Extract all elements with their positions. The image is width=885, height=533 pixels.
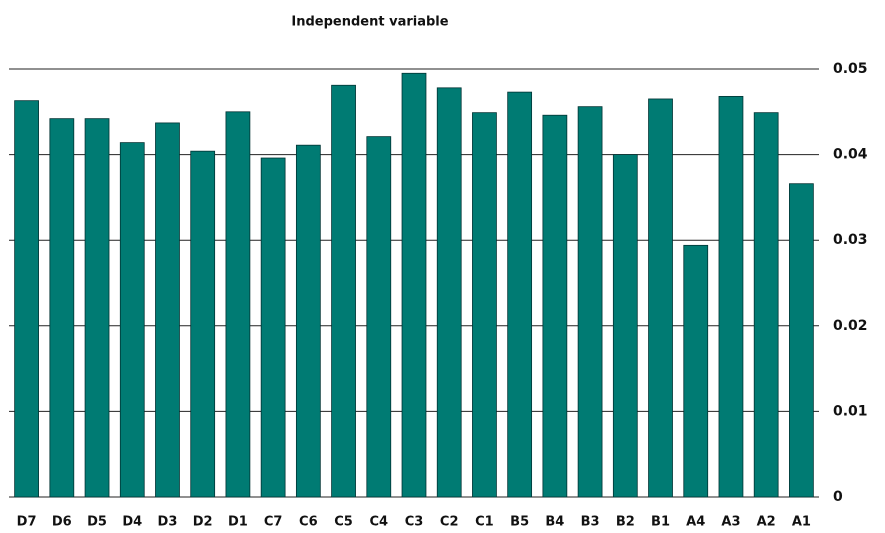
bar <box>753 112 779 498</box>
x-tick-label: D4 <box>122 515 142 530</box>
bar <box>648 98 673 498</box>
chart-title: Independent variable <box>291 15 448 30</box>
y-tick-label: 0.05 <box>833 61 868 77</box>
y-tick-label: 0.02 <box>833 318 868 334</box>
bar <box>84 118 110 498</box>
x-tick-label: C7 <box>264 515 283 530</box>
x-tick-label: C6 <box>299 515 318 530</box>
bar <box>366 136 392 498</box>
bar <box>577 106 603 498</box>
x-tick-label: A1 <box>792 515 811 530</box>
x-tick-label: D5 <box>87 515 107 530</box>
bar <box>49 118 75 498</box>
bar <box>295 144 321 498</box>
bar <box>472 112 497 498</box>
y-tick-label: 0.03 <box>833 232 868 248</box>
bar <box>401 72 427 498</box>
x-tick-label: D3 <box>158 515 178 530</box>
x-tick-label: B2 <box>616 515 635 530</box>
bar <box>190 150 216 498</box>
x-tick-label: C1 <box>475 515 494 530</box>
bar <box>260 157 286 498</box>
x-tick-label: A2 <box>757 515 776 530</box>
y-tick-label: 0 <box>833 489 843 505</box>
x-tick-label: A4 <box>686 515 705 530</box>
x-tick-label: A3 <box>721 515 740 530</box>
x-tick-label: D2 <box>193 515 213 530</box>
y-tick-label: 0.04 <box>833 147 868 163</box>
bar <box>436 87 462 498</box>
bar <box>225 111 251 498</box>
bar <box>119 142 145 498</box>
y-tick-label: 0.01 <box>833 403 868 419</box>
x-tick-label: D6 <box>52 515 72 530</box>
bar <box>789 183 814 498</box>
x-tick-label: C2 <box>440 515 459 530</box>
x-tick-label: C4 <box>369 515 388 530</box>
x-tick-label: B3 <box>581 515 600 530</box>
x-tick-label: D7 <box>17 515 37 530</box>
x-tick-label: B1 <box>651 515 670 530</box>
bar <box>331 84 356 498</box>
x-tick-label: B5 <box>510 515 529 530</box>
x-tick-label: C5 <box>334 515 353 530</box>
bar <box>683 244 709 498</box>
bar <box>14 100 39 498</box>
bar <box>718 95 744 498</box>
bar <box>542 114 568 498</box>
x-tick-label: D1 <box>228 515 248 530</box>
bar <box>507 91 533 498</box>
x-tick-label: B4 <box>545 515 564 530</box>
x-tick-label: C3 <box>405 515 424 530</box>
bar <box>155 122 180 498</box>
bar <box>612 154 638 498</box>
